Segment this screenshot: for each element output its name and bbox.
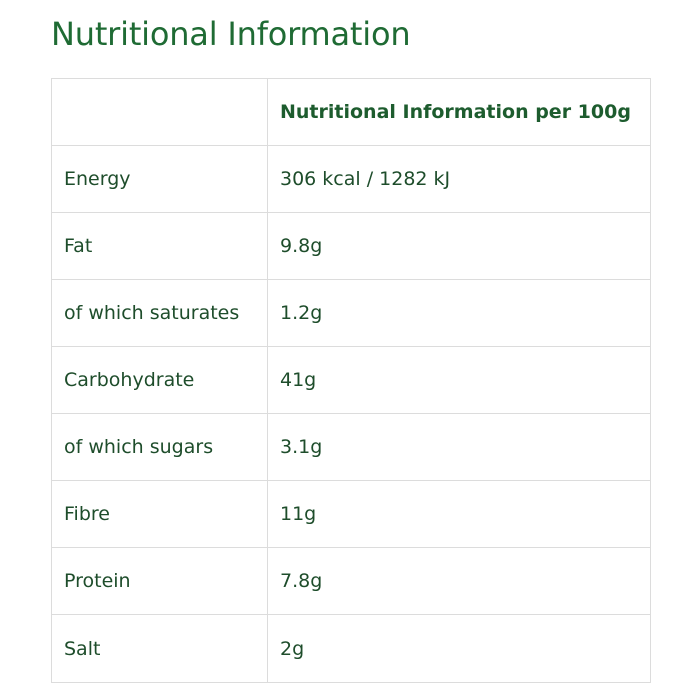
nutrient-value: 9.8g — [267, 212, 651, 280]
nutrition-table-header: Nutritional Information per 100g — [51, 78, 651, 146]
table-row: Protein 7.8g — [51, 547, 651, 615]
header-cell-per-100g: Nutritional Information per 100g — [267, 78, 651, 146]
nutrient-value: 3.1g — [267, 413, 651, 481]
nutrient-name: Protein — [51, 547, 268, 615]
table-row: Fibre 11g — [51, 480, 651, 548]
table-row: Fat 9.8g — [51, 212, 651, 280]
table-row: Carbohydrate 41g — [51, 346, 651, 414]
nutrient-name: Fat — [51, 212, 268, 280]
header-row: Nutritional Information per 100g — [51, 78, 651, 146]
nutrient-value: 1.2g — [267, 279, 651, 347]
header-cell-empty — [51, 78, 268, 146]
table-row: Salt 2g — [51, 614, 651, 683]
nutrition-table-body: Energy 306 kcal / 1282 kJ Fat 9.8g of wh… — [51, 145, 651, 683]
nutrient-name: of which sugars — [51, 413, 268, 481]
nutrient-value: 306 kcal / 1282 kJ — [267, 145, 651, 213]
nutrient-name: Carbohydrate — [51, 346, 268, 414]
nutrient-name: Fibre — [51, 480, 268, 548]
nutrient-value: 41g — [267, 346, 651, 414]
page-title: Nutritional Information — [51, 15, 411, 53]
nutrient-value: 11g — [267, 480, 651, 548]
table-row: Energy 306 kcal / 1282 kJ — [51, 145, 651, 213]
nutrient-name: Salt — [51, 614, 268, 683]
table-row: of which sugars 3.1g — [51, 413, 651, 481]
nutrient-value: 7.8g — [267, 547, 651, 615]
nutrient-name: Energy — [51, 145, 268, 213]
nutrient-name: of which saturates — [51, 279, 268, 347]
nutrition-table: Nutritional Information per 100g Energy … — [51, 78, 651, 683]
table-row: of which saturates 1.2g — [51, 279, 651, 347]
nutrient-value: 2g — [267, 614, 651, 683]
